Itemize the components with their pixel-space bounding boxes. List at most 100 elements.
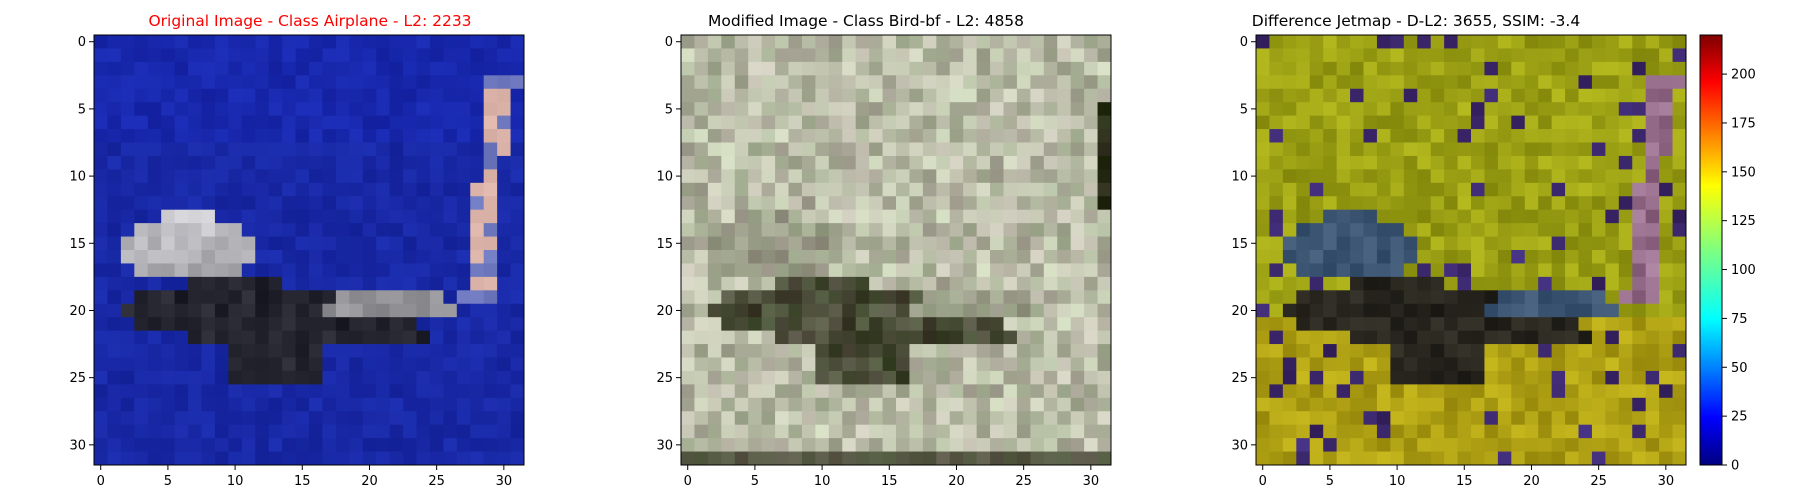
pixel-cell [174,182,189,197]
pixel-cell [1403,75,1418,90]
pixel-cell [107,397,122,412]
pixel-cell [1538,115,1553,130]
pixel-cell [1565,451,1579,466]
pixel-cell [1003,411,1018,426]
pixel-cell [309,155,323,170]
pixel-cell [335,223,350,237]
pixel-cell [1497,357,1512,372]
pixel-cell [1097,102,1112,117]
pixel-cell [268,357,283,372]
pixel-cell [1605,397,1620,412]
pixel-cell [1390,129,1405,143]
pixel-cell [721,303,736,318]
pixel-cell [188,115,202,130]
pixel-cell [1043,102,1058,117]
pixel-cell [1057,438,1072,452]
pixel-cell [1430,61,1445,76]
pixel-cell [1632,75,1647,90]
pixel-cell [1497,370,1512,385]
pixel-cell [94,290,108,305]
pixel-cell [1376,182,1391,197]
pixel-cell [1471,209,1485,224]
pixel-cell [1363,115,1378,130]
pixel-cell [909,182,924,197]
pixel-cell [335,411,350,426]
pixel-cell [976,438,991,452]
pixel-cell [1376,196,1391,211]
pixel-cell [255,155,270,170]
pixel-cell [94,370,108,385]
pixel-cell [922,236,937,251]
pixel-cell [403,61,417,76]
pixel-cell [483,357,498,372]
pixel-cell [1511,438,1526,452]
pixel-cell [1403,330,1418,345]
pixel-cell [1551,88,1566,103]
pixel-cell [1256,384,1270,399]
pixel-cell [1323,102,1338,117]
pixel-cell [1097,411,1112,426]
pixel-cell [1376,155,1391,170]
pixel-cell [1336,276,1351,291]
pixel-cell [842,411,857,426]
pixel-cell [748,276,763,291]
pixel-cell [147,303,162,318]
pixel-cell [107,276,122,291]
pixel-cell [376,223,391,237]
pixel-cell [483,397,498,412]
pixel-cell [1403,384,1418,399]
pixel-cell [1282,250,1297,264]
pixel-cell [1043,209,1058,224]
pixel-cell [214,330,229,345]
pixel-cell [268,61,283,76]
pixel-cell [1591,344,1606,358]
x-tick-label: 5 [751,474,759,489]
pixel-cell [497,182,511,197]
pixel-cell [1578,102,1593,117]
pixel-cell [120,370,135,385]
pixel-cell [869,411,883,426]
pixel-cell [322,344,337,358]
pixel-cell [721,411,736,426]
pixel-cell [1070,182,1085,197]
pixel-cell [922,155,937,170]
pixel-cell [1403,290,1418,305]
pixel-cell [1376,438,1391,452]
pixel-cell [134,142,149,157]
pixel-cell [161,102,176,117]
pixel-cell [349,129,364,143]
pixel-cell [681,263,695,278]
pixel-cell [1471,303,1485,318]
pixel-cell [1084,303,1098,318]
pixel-cell [188,411,202,426]
pixel-cell [1430,384,1445,399]
pixel-cell [322,223,337,237]
pixel-cell [1376,290,1391,305]
pixel-cell [107,88,122,103]
pixel-cell [1444,303,1458,318]
pixel-cell [282,330,296,345]
pixel-cell [497,317,511,332]
pixel-cell [1403,357,1418,372]
pixel-cell [707,196,722,211]
pixel-cell [855,61,870,76]
pixel-cell [429,451,444,466]
pixel-cell [335,276,350,291]
pixel-cell [976,330,991,345]
pixel-cell [734,102,749,117]
pixel-cell [214,357,229,372]
pixel-cell [147,35,162,49]
pixel-cell [936,276,951,291]
pixel-cell [362,317,377,332]
pixel-cell [1269,223,1284,237]
pixel-cell [255,75,270,90]
pixel-cell [775,169,789,184]
pixel-cell [936,451,951,466]
pixel-cell [1551,236,1566,251]
pixel-cell [322,411,337,426]
pixel-cell [255,263,270,278]
pixel-cell [510,102,525,117]
pixel-cell [1043,196,1058,211]
pixel-cell [443,88,458,103]
pixel-cell [228,129,243,143]
